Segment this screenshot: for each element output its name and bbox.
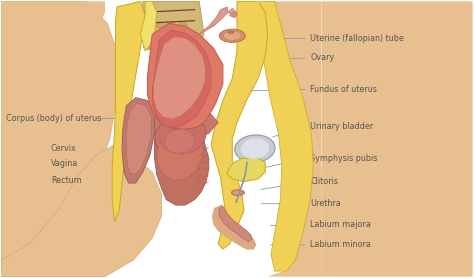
Ellipse shape: [179, 22, 187, 28]
Polygon shape: [112, 1, 145, 222]
Polygon shape: [212, 205, 256, 249]
Polygon shape: [229, 12, 237, 18]
Text: Fundus of uterus: Fundus of uterus: [310, 85, 377, 94]
Text: Ovary: Ovary: [310, 53, 334, 62]
Ellipse shape: [233, 191, 241, 194]
Polygon shape: [155, 139, 209, 205]
Polygon shape: [1, 1, 117, 271]
Text: Rectum: Rectum: [51, 176, 82, 185]
Polygon shape: [228, 8, 237, 15]
Polygon shape: [165, 129, 195, 153]
Polygon shape: [124, 98, 218, 139]
Polygon shape: [155, 124, 206, 158]
Polygon shape: [219, 207, 252, 241]
Text: Vagina: Vagina: [51, 159, 78, 168]
Polygon shape: [143, 1, 204, 56]
Ellipse shape: [167, 22, 175, 28]
Text: Clitoris: Clitoris: [310, 177, 338, 186]
Polygon shape: [1, 1, 105, 125]
Ellipse shape: [219, 29, 245, 43]
Ellipse shape: [167, 33, 175, 39]
Polygon shape: [140, 1, 157, 51]
Text: Labium minora: Labium minora: [310, 240, 371, 249]
Polygon shape: [268, 1, 473, 277]
Text: Symphysis pubis: Symphysis pubis: [310, 154, 377, 163]
Ellipse shape: [179, 44, 187, 50]
Polygon shape: [147, 23, 223, 136]
Polygon shape: [157, 142, 203, 180]
Ellipse shape: [228, 31, 234, 34]
Polygon shape: [152, 30, 211, 128]
Polygon shape: [227, 158, 265, 182]
Text: Urethra: Urethra: [310, 199, 341, 208]
Ellipse shape: [231, 190, 245, 196]
Ellipse shape: [155, 22, 164, 28]
Ellipse shape: [155, 33, 164, 39]
Polygon shape: [260, 1, 313, 271]
Polygon shape: [1, 145, 162, 277]
Ellipse shape: [143, 33, 152, 39]
Ellipse shape: [143, 44, 152, 50]
Polygon shape: [195, 7, 228, 37]
Text: Labium majora: Labium majora: [310, 220, 371, 229]
Ellipse shape: [235, 135, 275, 162]
Text: Corpus (body) of uterus: Corpus (body) of uterus: [6, 114, 101, 123]
Ellipse shape: [223, 31, 241, 40]
Polygon shape: [126, 103, 151, 175]
Polygon shape: [122, 98, 155, 183]
Polygon shape: [263, 1, 322, 277]
Polygon shape: [154, 37, 205, 119]
Text: Urinary bladder: Urinary bladder: [310, 122, 374, 131]
Ellipse shape: [143, 22, 152, 28]
Ellipse shape: [241, 138, 269, 159]
Text: Cervix: Cervix: [51, 144, 77, 153]
Text: Uterine (fallopian) tube: Uterine (fallopian) tube: [310, 34, 404, 43]
Ellipse shape: [167, 44, 175, 50]
Polygon shape: [211, 1, 268, 249]
Ellipse shape: [179, 33, 187, 39]
Ellipse shape: [155, 44, 164, 50]
